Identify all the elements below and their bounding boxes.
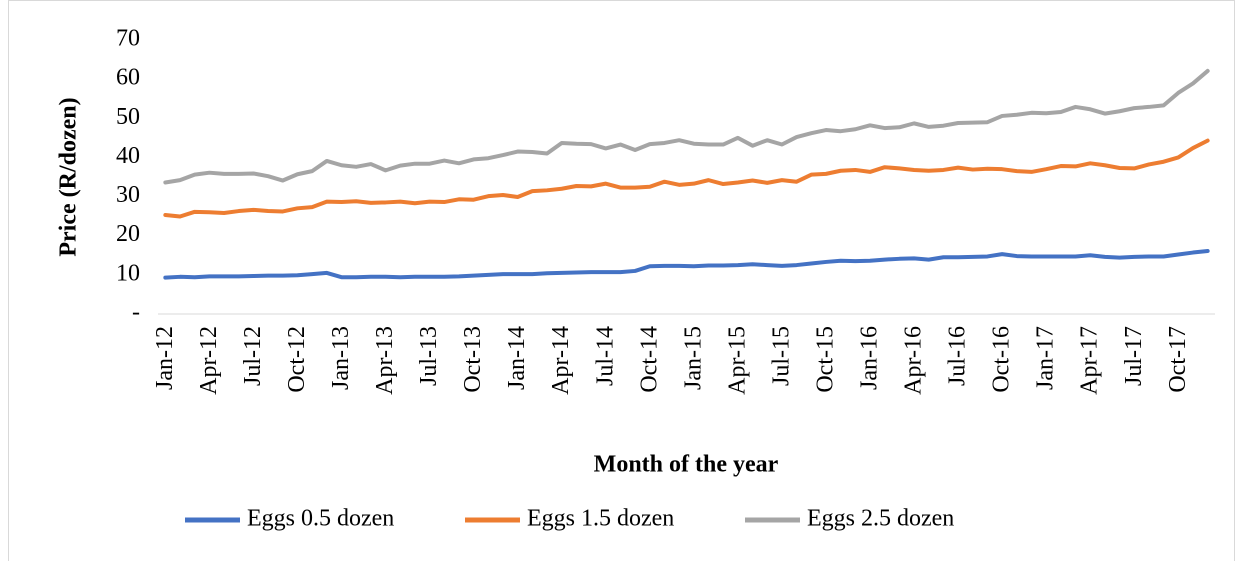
x-tick-label: Apr-12 — [196, 326, 222, 395]
x-tick-label: Jan-14 — [504, 326, 530, 390]
y-tick-label: 40 — [116, 143, 140, 169]
x-tick-label: Oct-13 — [460, 326, 486, 393]
x-tick-label: Oct-12 — [284, 326, 310, 393]
x-tick-label: Apr-14 — [548, 326, 574, 395]
y-tick-label: 30 — [116, 182, 140, 208]
y-tick-label: 50 — [116, 104, 140, 130]
y-tick-label: - — [132, 300, 140, 326]
legend-label: Eggs 1.5 dozen — [527, 506, 674, 532]
x-tick-label: Apr-16 — [901, 326, 927, 395]
line-series — [163, 68, 1210, 185]
x-tick-label: Jan-12 — [152, 326, 178, 390]
y-tick-label: 70 — [116, 26, 140, 52]
x-tick-label: Jul-14 — [592, 326, 618, 386]
x-tick-label: Apr-15 — [724, 326, 750, 395]
x-tick-label: Jan-17 — [1033, 326, 1059, 390]
x-tick-label: Jan-16 — [857, 326, 883, 390]
x-tick-label: Jul-16 — [945, 326, 971, 386]
y-axis-title: Price (R/dozen) — [56, 97, 82, 256]
x-tick-label: Jul-15 — [768, 326, 794, 386]
x-tick-label: Oct-14 — [636, 326, 662, 393]
y-tick-label: 20 — [116, 221, 140, 247]
x-tick-label: Jan-13 — [328, 326, 354, 390]
x-tick-label: Jul-17 — [1121, 326, 1147, 386]
x-tick-label: Oct-17 — [1165, 326, 1191, 393]
y-tick-label: 10 — [116, 260, 140, 286]
x-tick-label: Jul-12 — [240, 326, 266, 386]
x-tick-label: Oct-15 — [812, 326, 838, 393]
line-series — [163, 138, 1210, 219]
x-tick-label: Jan-15 — [680, 326, 706, 390]
x-tick-label: Oct-16 — [989, 326, 1015, 393]
legend-label: Eggs 0.5 dozen — [247, 506, 394, 532]
line-series — [163, 248, 1210, 280]
x-tick-label: Apr-13 — [372, 326, 398, 395]
chart-frame — [8, 0, 1235, 561]
y-tick-label: 60 — [116, 65, 140, 91]
x-tick-label: Jul-13 — [416, 326, 442, 386]
x-axis-title: Month of the year — [594, 452, 779, 478]
legend-label: Eggs 2.5 dozen — [807, 506, 954, 532]
x-tick-label: Apr-17 — [1077, 326, 1103, 395]
